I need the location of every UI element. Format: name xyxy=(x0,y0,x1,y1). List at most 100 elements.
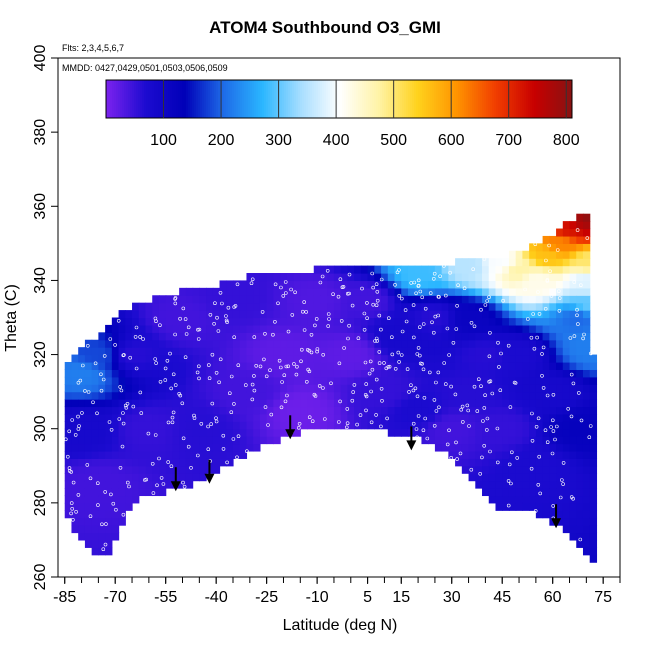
field-cell xyxy=(253,428,261,437)
field-cell xyxy=(185,406,194,415)
field-cell xyxy=(434,280,443,289)
field-cell xyxy=(347,317,355,326)
field-cell xyxy=(468,273,476,282)
observation-point xyxy=(101,547,106,552)
field-cell xyxy=(488,473,497,482)
field-cell xyxy=(576,287,584,296)
observation-point xyxy=(506,343,511,348)
observation-point xyxy=(166,460,170,464)
field-cell xyxy=(71,480,79,489)
field-cell xyxy=(515,369,524,378)
field-cell xyxy=(138,488,147,497)
field-cell xyxy=(529,436,537,445)
field-cell xyxy=(556,495,564,504)
field-cell xyxy=(522,332,530,341)
field-cell xyxy=(495,258,503,267)
field-cell xyxy=(111,339,120,348)
field-cell xyxy=(320,287,328,296)
field-cell xyxy=(253,273,261,282)
field-cell xyxy=(138,361,147,370)
field-cell xyxy=(576,399,584,408)
field-cell xyxy=(441,443,449,452)
field-cell xyxy=(508,287,517,296)
field-cell xyxy=(145,310,153,319)
field-cell xyxy=(360,399,369,408)
field-cell xyxy=(556,421,564,430)
field-cell xyxy=(576,458,584,467)
field-cell xyxy=(434,406,443,415)
observation-point xyxy=(304,310,309,314)
field-cell xyxy=(522,250,530,259)
field-cell xyxy=(232,324,241,333)
field-cell xyxy=(495,465,503,474)
observation-point xyxy=(558,495,563,500)
field-cell xyxy=(556,228,564,237)
field-cell xyxy=(508,258,517,267)
field-cell xyxy=(347,413,355,422)
field-cell xyxy=(212,317,221,326)
field-cell xyxy=(125,317,133,326)
field-cell xyxy=(212,421,221,430)
field-cell xyxy=(576,384,584,393)
observation-point xyxy=(121,512,126,517)
observation-point xyxy=(445,442,450,447)
field-cell xyxy=(515,324,524,333)
field-cell xyxy=(542,369,550,378)
field-cell xyxy=(556,443,564,452)
field-cell xyxy=(488,413,497,422)
colorbar-swatch xyxy=(240,80,243,118)
observation-point xyxy=(364,408,368,413)
observation-point xyxy=(296,425,301,430)
field-cell xyxy=(259,361,268,370)
field-cell xyxy=(313,399,322,408)
observation-point xyxy=(416,414,421,418)
field-cell xyxy=(455,391,463,400)
field-cell xyxy=(253,384,261,393)
field-cell xyxy=(172,317,180,326)
field-cell xyxy=(246,443,254,452)
field-cell xyxy=(185,384,194,393)
field-cell xyxy=(576,428,584,437)
field-cell xyxy=(482,421,490,430)
field-cell xyxy=(293,332,301,341)
observation-point xyxy=(120,444,125,449)
field-cell xyxy=(401,273,409,282)
field-cell xyxy=(495,502,503,511)
field-cell xyxy=(192,339,200,348)
observation-point xyxy=(454,327,459,331)
field-cell xyxy=(158,384,167,393)
observation-point xyxy=(163,378,168,382)
field-cell xyxy=(179,317,187,326)
observation-point xyxy=(206,424,210,429)
field-cell xyxy=(562,243,571,252)
field-cell xyxy=(125,332,133,341)
field-cell xyxy=(522,473,530,482)
colorbar-swatch xyxy=(282,80,285,118)
field-cell xyxy=(78,465,86,474)
colorbar-swatch xyxy=(190,80,193,118)
field-cell xyxy=(502,480,510,489)
field-cell xyxy=(387,287,396,296)
field-cell xyxy=(219,399,227,408)
observation-point xyxy=(469,467,474,472)
field-cell xyxy=(502,332,510,341)
colorbar-swatch xyxy=(218,80,221,118)
field-cell xyxy=(111,354,120,363)
field-cell xyxy=(582,436,591,445)
field-cell xyxy=(468,458,476,467)
field-cell xyxy=(488,295,497,304)
field-cell xyxy=(535,510,544,519)
field-cell xyxy=(562,221,571,230)
observation-point xyxy=(437,295,441,299)
field-cell xyxy=(105,502,113,511)
field-cell xyxy=(535,265,544,274)
field-cell xyxy=(475,302,483,311)
field-cell xyxy=(576,250,584,259)
field-cell xyxy=(232,450,241,459)
field-cell xyxy=(132,384,140,393)
observation-point xyxy=(423,416,428,421)
field-cell xyxy=(253,413,261,422)
field-cell xyxy=(562,369,571,378)
field-cell xyxy=(562,258,571,267)
field-cell xyxy=(125,428,133,437)
